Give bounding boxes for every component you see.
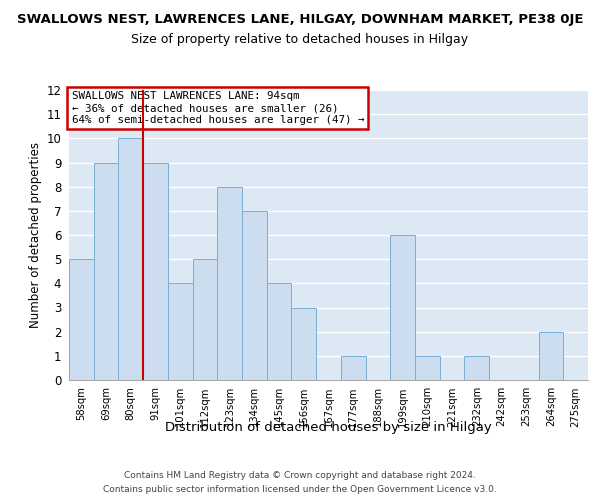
Bar: [464, 356, 489, 380]
Bar: [267, 284, 292, 380]
Bar: [193, 259, 217, 380]
Bar: [217, 186, 242, 380]
Bar: [341, 356, 365, 380]
Bar: [292, 308, 316, 380]
Bar: [94, 162, 118, 380]
Bar: [539, 332, 563, 380]
Bar: [168, 284, 193, 380]
Bar: [69, 259, 94, 380]
Bar: [118, 138, 143, 380]
Text: Contains public sector information licensed under the Open Government Licence v3: Contains public sector information licen…: [103, 484, 497, 494]
Bar: [415, 356, 440, 380]
Y-axis label: Number of detached properties: Number of detached properties: [29, 142, 42, 328]
Text: Size of property relative to detached houses in Hilgay: Size of property relative to detached ho…: [131, 32, 469, 46]
Text: Distribution of detached houses by size in Hilgay: Distribution of detached houses by size …: [166, 421, 492, 434]
Text: SWALLOWS NEST, LAWRENCES LANE, HILGAY, DOWNHAM MARKET, PE38 0JE: SWALLOWS NEST, LAWRENCES LANE, HILGAY, D…: [17, 12, 583, 26]
Bar: [242, 211, 267, 380]
Bar: [143, 162, 168, 380]
Text: SWALLOWS NEST LAWRENCES LANE: 94sqm
← 36% of detached houses are smaller (26)
64: SWALLOWS NEST LAWRENCES LANE: 94sqm ← 36…: [71, 92, 364, 124]
Bar: [390, 235, 415, 380]
Text: Contains HM Land Registry data © Crown copyright and database right 2024.: Contains HM Land Registry data © Crown c…: [124, 472, 476, 480]
